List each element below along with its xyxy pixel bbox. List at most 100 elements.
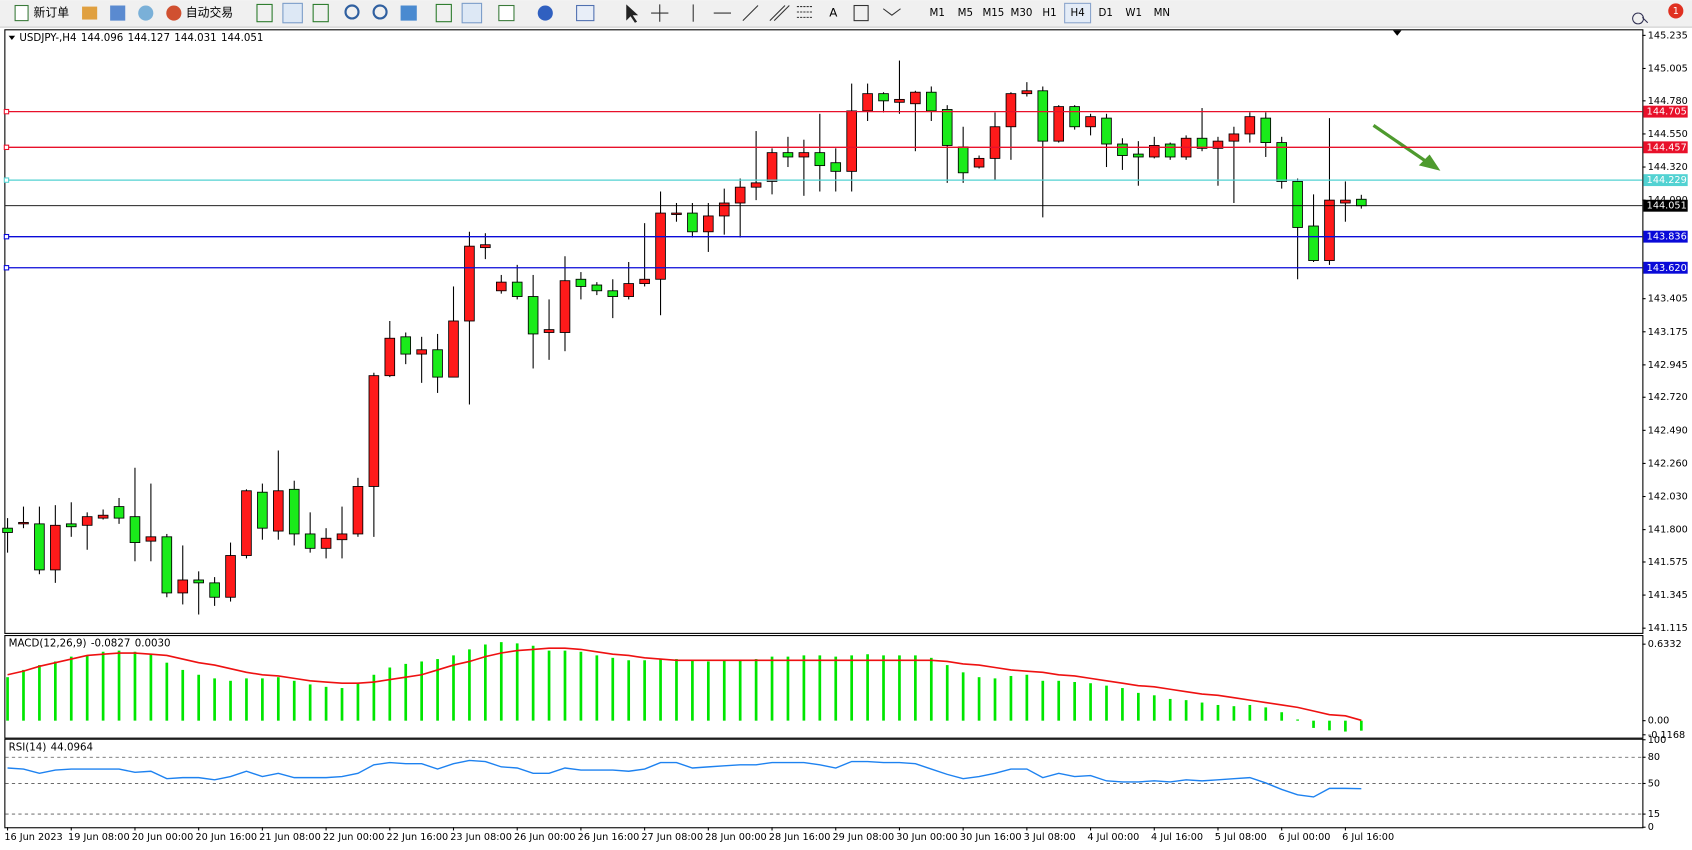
x-tick-label: 27 Jun 08:00 xyxy=(641,832,703,843)
candle-body xyxy=(400,336,412,355)
toolbar-icon[interactable] xyxy=(312,3,329,23)
toolbar-icon[interactable] xyxy=(138,5,154,21)
y-tick-label: 141.575 xyxy=(1648,557,1688,568)
x-tick-label: 26 Jun 16:00 xyxy=(578,832,640,843)
header-value: 144.031 xyxy=(174,32,216,44)
timeframe-button[interactable]: M1 xyxy=(930,7,945,19)
crosshair-tool[interactable] xyxy=(651,4,669,22)
auto-trading-button[interactable]: 自动交易 xyxy=(166,5,233,21)
candle-body xyxy=(1021,90,1033,95)
macd-header: MACD(12,26,9) -0.0827 0.0030 xyxy=(9,638,171,650)
candle-body xyxy=(926,91,937,112)
header-marker xyxy=(8,35,16,41)
y-tick-label: 15 xyxy=(1648,809,1660,820)
toolbar-icon[interactable] xyxy=(282,2,303,24)
timeframe-button[interactable]: M30 xyxy=(1011,7,1033,19)
candle-body xyxy=(273,490,284,532)
y-tick-label: 144.320 xyxy=(1648,162,1688,173)
candle-body xyxy=(607,290,619,297)
timeframe-active xyxy=(1064,2,1092,24)
timeframe-button[interactable]: M15 xyxy=(982,7,1004,19)
candle-body xyxy=(1069,106,1080,128)
timeframe-button[interactable]: M5 xyxy=(958,7,973,19)
y-tick-label: 144.780 xyxy=(1648,96,1688,107)
candle-body xyxy=(671,212,682,215)
toolbar-icon[interactable] xyxy=(400,5,417,21)
search[interactable] xyxy=(1632,12,1649,25)
level-label: 144.705 xyxy=(1647,107,1687,118)
timeframe-button[interactable]: D1 xyxy=(1098,7,1112,19)
y-tick-label: 143.405 xyxy=(1648,294,1688,305)
cursor-tool[interactable] xyxy=(626,4,639,23)
new-order-button[interactable]: 新订单 xyxy=(14,4,69,22)
candle-body xyxy=(782,152,794,158)
toolbar-icon[interactable] xyxy=(435,3,452,23)
level-label-bg xyxy=(1643,141,1688,154)
x-tick-label: 3 Jul 08:00 xyxy=(1024,832,1076,843)
x-tick-label: 22 Jun 16:00 xyxy=(387,832,449,843)
timeframe-button[interactable]: W1 xyxy=(1125,7,1142,19)
candle-body xyxy=(1164,143,1176,158)
candle-body xyxy=(846,110,857,172)
candle-body xyxy=(495,281,507,292)
candle-body xyxy=(575,278,587,287)
candle-body xyxy=(878,93,889,102)
candle-body xyxy=(750,182,762,188)
candle-body xyxy=(1005,93,1017,128)
zoom-in[interactable] xyxy=(344,4,360,20)
level-label-bg xyxy=(1643,105,1688,118)
arrow-shaft xyxy=(1372,124,1433,167)
timeframe-button[interactable]: H1 xyxy=(1042,7,1056,19)
candle-body xyxy=(1212,140,1224,149)
candle-body xyxy=(50,524,61,571)
candle-body xyxy=(1292,180,1303,228)
y-tick-label: 143.175 xyxy=(1648,327,1688,338)
current-price-label: 144.051 xyxy=(1647,201,1687,212)
x-tick-label: 28 Jun 16:00 xyxy=(769,832,831,843)
toolbar-icon[interactable] xyxy=(82,6,98,20)
x-tick-label: 6 Jul 16:00 xyxy=(1342,832,1394,843)
candle-body xyxy=(193,579,204,584)
x-tick-label: 30 Jun 16:00 xyxy=(960,832,1022,843)
x-tick-label: 22 Jun 00:00 xyxy=(323,832,385,843)
toolbar-icon[interactable] xyxy=(576,4,595,22)
toolbar-icon[interactable] xyxy=(498,4,515,22)
timeframe-button[interactable]: H4 xyxy=(1070,7,1084,19)
y-tick-label: 145.005 xyxy=(1648,63,1688,74)
candle-body xyxy=(623,283,634,297)
toolbar-icon[interactable] xyxy=(256,3,273,23)
candle-body xyxy=(511,281,523,297)
toolbar-icon[interactable] xyxy=(110,5,126,21)
fibo-tool[interactable] xyxy=(796,6,812,18)
candle-body xyxy=(973,157,985,168)
label-tool[interactable] xyxy=(853,4,869,22)
candle-body xyxy=(1148,145,1160,158)
notification-badge[interactable] xyxy=(1668,3,1684,19)
candle-body xyxy=(1340,199,1351,204)
timeframe-button[interactable]: MN xyxy=(1154,7,1171,19)
x-tick-label: 21 Jun 08:00 xyxy=(259,832,321,843)
shapes-tool[interactable] xyxy=(882,8,901,16)
indicator-value: 0.0030 xyxy=(135,638,171,650)
candle-body xyxy=(432,349,443,378)
toolbar-icon[interactable] xyxy=(537,5,553,21)
new-order-icon xyxy=(14,4,29,22)
candle-body xyxy=(814,152,826,167)
candle-body xyxy=(766,152,778,182)
trendline-tool[interactable] xyxy=(742,5,759,22)
x-tick-label: 19 Jun 08:00 xyxy=(68,832,130,843)
indicator-name: MACD(12,26,9) xyxy=(9,638,87,650)
candle-body xyxy=(941,109,953,146)
macd-panel-frame xyxy=(4,635,1644,739)
level-label-bg xyxy=(1643,174,1688,187)
candle-body xyxy=(320,537,332,549)
candle-body xyxy=(384,337,396,377)
y-tick-label: 142.945 xyxy=(1648,360,1688,371)
toolbar-icon[interactable] xyxy=(461,2,483,24)
channel-tool[interactable] xyxy=(769,5,790,22)
candle-body xyxy=(65,523,77,528)
candle-body xyxy=(1276,142,1287,182)
toolbar-bg xyxy=(0,0,1692,28)
text-tool[interactable]: A xyxy=(829,6,838,20)
zoom-out[interactable] xyxy=(372,4,388,20)
